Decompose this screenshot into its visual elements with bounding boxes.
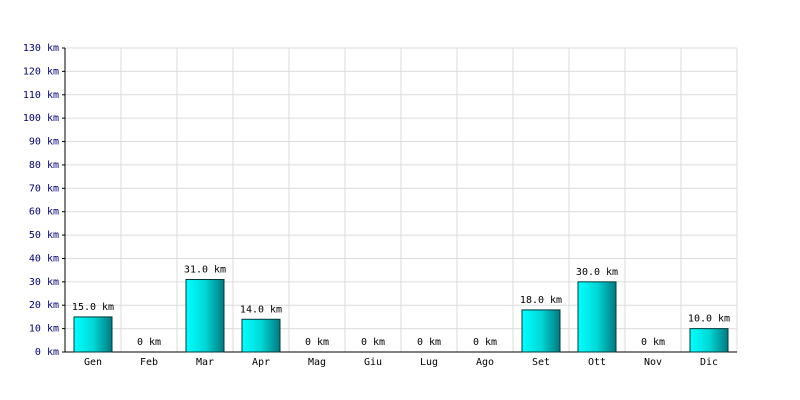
value-label: 14.0 km	[240, 304, 282, 315]
x-tick-label: Nov	[644, 357, 662, 368]
x-tick-label: Apr	[252, 357, 270, 368]
value-label: 0 km	[641, 337, 665, 348]
x-tick-label: Mag	[308, 357, 326, 368]
x-tick-label: Set	[532, 357, 550, 368]
x-tick-label: Giu	[364, 357, 382, 368]
y-tick-label: 80 km	[29, 160, 59, 171]
value-label: 0 km	[137, 337, 161, 348]
value-label: 0 km	[361, 337, 385, 348]
value-label: 0 km	[473, 337, 497, 348]
y-tick-label: 130 km	[23, 43, 59, 54]
x-tick-label: Ago	[476, 357, 494, 368]
y-tick-label: 30 km	[29, 277, 59, 288]
bar	[577, 281, 617, 353]
y-tick-label: 40 km	[29, 253, 59, 264]
bar	[241, 318, 281, 353]
x-tick-label: Feb	[140, 357, 158, 368]
x-tick-label: Gen	[84, 357, 102, 368]
y-tick-label: 50 km	[29, 230, 59, 241]
value-label: 15.0 km	[72, 302, 114, 313]
x-tick-label: Dic	[700, 357, 718, 368]
y-tick-label: 10 km	[29, 324, 59, 335]
x-tick-label: Lug	[420, 357, 438, 368]
value-label: 10.0 km	[688, 314, 730, 325]
bar	[73, 316, 113, 353]
bar	[521, 309, 561, 353]
y-tick-label: 110 km	[23, 90, 59, 101]
value-label: 0 km	[417, 337, 441, 348]
y-tick-label: 90 km	[29, 137, 59, 148]
value-label: 0 km	[305, 337, 329, 348]
value-label: 31.0 km	[184, 265, 226, 276]
x-tick-label: Mar	[196, 357, 214, 368]
y-tick-label: 60 km	[29, 207, 59, 218]
y-tick-label: 100 km	[23, 113, 59, 124]
bar	[689, 328, 729, 353]
value-label: 18.0 km	[520, 295, 562, 306]
bar	[185, 279, 225, 353]
y-tick-label: 0 km	[35, 347, 59, 358]
value-label: 30.0 km	[576, 267, 618, 278]
y-tick-label: 20 km	[29, 300, 59, 311]
y-tick-label: 120 km	[23, 66, 59, 77]
y-tick-label: 70 km	[29, 183, 59, 194]
x-tick-label: Ott	[588, 357, 606, 368]
